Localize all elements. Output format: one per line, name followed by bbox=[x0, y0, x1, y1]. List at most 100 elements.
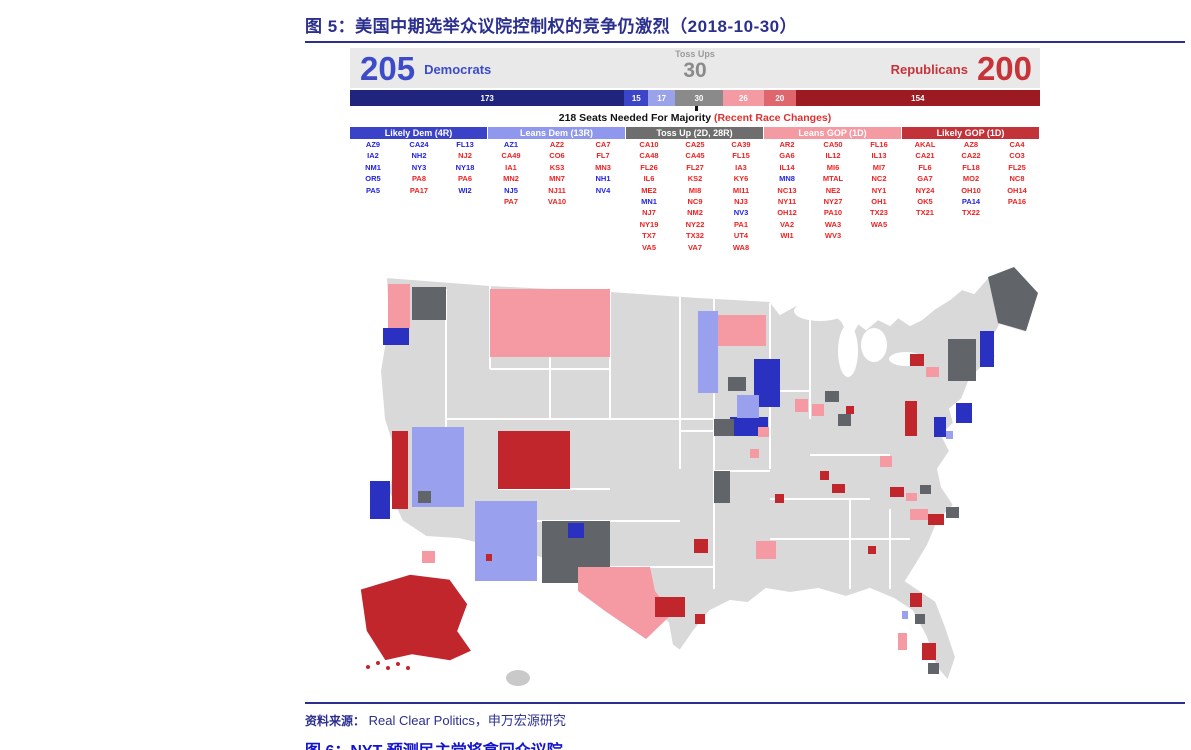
map-district-NY-pink bbox=[926, 367, 939, 377]
district-label-IL6: IL6 bbox=[643, 174, 655, 184]
map-district-KS2 bbox=[714, 471, 730, 503]
rating-subcolumn: CA39 FL15 IA3 KY6 MI11 NJ3 NV3 PA1 UT4 WA8 bbox=[718, 139, 764, 255]
map-district-NY-toss bbox=[948, 339, 976, 381]
district-label-NY24: NY24 bbox=[915, 185, 935, 195]
district-label-TX7: TX7 bbox=[642, 231, 656, 241]
majority-text: 218 Seats Needed For Majority bbox=[558, 112, 714, 124]
map-district-NJ-peri bbox=[946, 431, 953, 439]
dem-label: Democrats bbox=[424, 61, 492, 77]
district-label-PA17: PA17 bbox=[409, 185, 429, 195]
district-label-PA6: PA6 bbox=[457, 174, 473, 184]
district-label-FL7: FL7 bbox=[596, 151, 610, 161]
district-label-FL15: FL15 bbox=[732, 151, 750, 161]
seat-bar-segment-label: 20 bbox=[775, 93, 785, 103]
district-label-VA5: VA5 bbox=[641, 242, 657, 252]
rating-column-header: Leans Dem (13R) bbox=[488, 127, 626, 139]
district-label-MI11: MI11 bbox=[732, 185, 750, 195]
district-label-NM2: NM2 bbox=[687, 208, 703, 218]
map-district-OH1 bbox=[820, 471, 829, 480]
seat-bar-segment-17: 17 bbox=[648, 90, 676, 106]
map-district-IL13 bbox=[750, 449, 759, 458]
district-label-TX32: TX32 bbox=[686, 231, 704, 241]
map-district-NY27 bbox=[910, 354, 924, 366]
district-label-FL16: FL16 bbox=[870, 140, 888, 149]
district-label-NV4: NV4 bbox=[595, 185, 611, 195]
district-label-PA8: PA8 bbox=[411, 174, 427, 184]
district-label-NC9: NC9 bbox=[687, 197, 703, 207]
map-district-CA-coast bbox=[370, 481, 390, 519]
district-label-CA7: CA7 bbox=[595, 140, 611, 149]
district-label-WA5: WA5 bbox=[870, 219, 888, 229]
rating-column-body: AZ9 IA2 NM1 OR5 PA5 CA24 NH2 NY3 PA8 PA17 FL13 NJ2 N… bbox=[350, 139, 488, 255]
district-label-PA14: PA14 bbox=[961, 197, 981, 207]
district-label-CA48: CA48 bbox=[639, 151, 659, 161]
district-label-NC8: NC8 bbox=[1009, 174, 1025, 184]
district-label-PA16: PA16 bbox=[1007, 197, 1027, 207]
majority-tick bbox=[694, 106, 698, 111]
source-line: 资料来源： Real Clear Politics，申万宏源研究 bbox=[305, 710, 566, 729]
district-label-AZ8: AZ8 bbox=[963, 140, 979, 149]
district-label-KY6: KY6 bbox=[733, 174, 749, 184]
tossups-count: 30 bbox=[683, 59, 707, 82]
district-label-NM1: NM1 bbox=[365, 162, 381, 172]
source-label: 资料来源： bbox=[305, 714, 366, 728]
map-district-FL-red bbox=[922, 643, 936, 660]
map-district-WA3 bbox=[388, 284, 410, 328]
map-district-MN8 bbox=[718, 315, 766, 346]
district-label-FL13: FL13 bbox=[456, 140, 474, 149]
map-district-WA8 bbox=[412, 287, 446, 320]
district-label-WA3: WA3 bbox=[824, 219, 842, 229]
district-label-NY22: NY22 bbox=[685, 219, 705, 229]
seat-bar-segment-label: 154 bbox=[911, 93, 925, 103]
district-label-TX21: TX21 bbox=[916, 208, 934, 218]
district-label-MN2: MN2 bbox=[503, 174, 519, 184]
map-district-IL6 bbox=[758, 427, 769, 437]
district-label-MO2: MO2 bbox=[962, 174, 980, 184]
district-label-MI7: MI7 bbox=[872, 162, 886, 172]
aleutian-islands bbox=[366, 661, 410, 670]
hawaii bbox=[506, 670, 530, 686]
rating-subcolumn: CA50 IL12 MI6 MTAL NE2 NY27 PA10 WA3 WV3 bbox=[810, 139, 856, 255]
district-label-NJ2: NJ2 bbox=[458, 151, 472, 161]
district-label-UT4: UT4 bbox=[733, 231, 749, 241]
district-label-WA8: WA8 bbox=[732, 242, 750, 252]
rating-subcolumn: FL16 IL13 MI7 NC2 NY1 OH1 TX23 WA5 bbox=[856, 139, 902, 255]
district-label-MN8: MN8 bbox=[779, 174, 795, 184]
seat-bar-segment-label: 30 bbox=[694, 93, 704, 103]
district-label-IA1: IA1 bbox=[505, 162, 517, 172]
map-district-CA10 bbox=[418, 491, 431, 503]
rating-subcolumn: AZ9 IA2 NM1 OR5 PA5 bbox=[350, 139, 396, 255]
district-label-IL12: IL12 bbox=[825, 151, 841, 161]
map-district-NC9 bbox=[946, 507, 959, 518]
district-label-MI6: MI6 bbox=[826, 162, 840, 172]
district-label-OR5: OR5 bbox=[365, 174, 381, 184]
district-label-FL27: FL27 bbox=[686, 162, 704, 172]
district-label-VA2: VA2 bbox=[779, 219, 795, 229]
district-label-MN7: MN7 bbox=[549, 174, 565, 184]
rating-column: Likely Dem (4R) AZ9 IA2 NM1 OR5 PA5 CA24 NH2 NY3… bbox=[350, 127, 488, 255]
map-district-IA3 bbox=[728, 377, 746, 391]
district-label-PA7: PA7 bbox=[503, 197, 519, 207]
district-label-OH10: OH10 bbox=[961, 185, 981, 195]
seat-bar-segment-label: 26 bbox=[738, 93, 748, 103]
map-district-MI-thumb bbox=[825, 391, 839, 402]
district-label-IL13: IL13 bbox=[871, 151, 887, 161]
seat-bar-segment-154: 154 bbox=[795, 90, 1040, 106]
district-label-MN1: MN1 bbox=[641, 197, 657, 207]
district-label-NE2: NE2 bbox=[825, 185, 841, 195]
map-district-FL-pink bbox=[898, 633, 907, 650]
map-district-MI11 bbox=[812, 404, 824, 416]
district-label-MI8: MI8 bbox=[688, 185, 702, 195]
district-label-IL14: IL14 bbox=[779, 162, 795, 172]
district-label-IA2: IA2 bbox=[367, 151, 379, 161]
map-district-GA7 bbox=[868, 546, 876, 554]
map-district-MN2 bbox=[737, 395, 759, 418]
map-district-OK5 bbox=[694, 539, 708, 553]
map-district-NC13 bbox=[910, 509, 928, 520]
map-district-WV3 bbox=[880, 456, 892, 467]
district-label-CA25: CA25 bbox=[685, 140, 705, 149]
map-district-VA-pink bbox=[906, 493, 917, 501]
district-label-FL26: FL26 bbox=[640, 162, 658, 172]
rating-subcolumn: AZ1 CA49 IA1 MN2 NJ5 PA7 bbox=[488, 139, 534, 255]
map-district-VA-red bbox=[890, 487, 904, 497]
